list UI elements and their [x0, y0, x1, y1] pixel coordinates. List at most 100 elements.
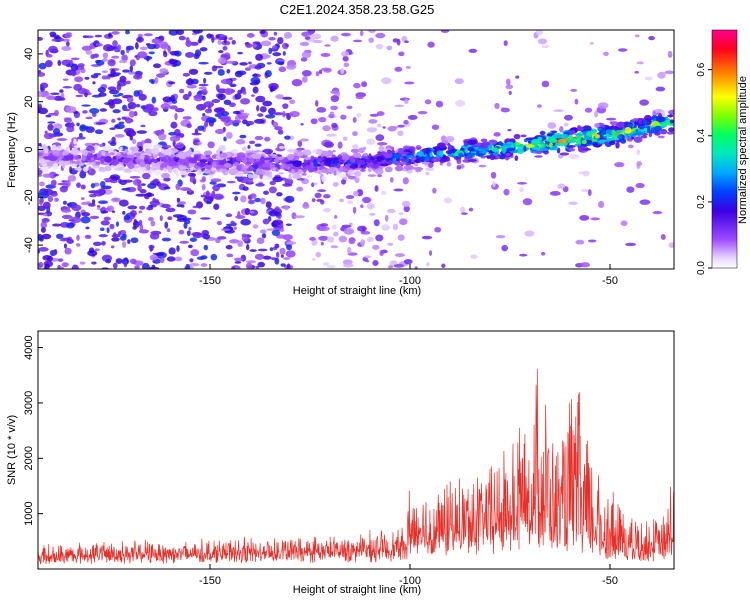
signal-cell [175, 153, 186, 158]
signal-cell [640, 135, 648, 139]
heatmap-cell [159, 215, 163, 222]
heatmap-cell [65, 106, 77, 114]
heatmap-cell [158, 41, 169, 49]
heatmap-cell [278, 66, 287, 73]
signal-cell [411, 149, 415, 157]
signal-cell [262, 174, 268, 181]
heatmap-cell [45, 59, 53, 68]
signal-cell [334, 160, 338, 166]
heatmap-cell [63, 117, 73, 123]
heatmap-cell [146, 55, 150, 62]
heatmap-cell [189, 176, 196, 183]
heatmap-cell [140, 183, 146, 186]
heatmap-cell [259, 229, 267, 234]
heatmap-cell [505, 78, 511, 86]
heatmap-cell [172, 214, 184, 218]
heatmap-cell [99, 108, 108, 112]
heatmap-cell [239, 62, 248, 66]
heatmap-cell [59, 185, 68, 193]
signal-cell [505, 152, 511, 157]
signal-cell [637, 123, 646, 126]
signal-cell [86, 162, 96, 166]
heatmap-cell [176, 245, 180, 252]
heatmap-cell [202, 233, 211, 240]
heatmap-cell [435, 100, 444, 108]
signal-cell [414, 162, 419, 167]
signal-cell [199, 159, 208, 163]
heatmap-cell [505, 84, 514, 90]
heatmap-cell [136, 36, 144, 43]
heatmap-cell [262, 255, 272, 260]
signal-cell [471, 145, 479, 148]
heatmap-cell [225, 244, 233, 250]
heatmap-cell [503, 40, 508, 47]
heatmap-cell [71, 264, 79, 269]
signal-cell [446, 161, 452, 167]
heatmap-cell [311, 239, 318, 246]
heatmap-cell [353, 190, 359, 197]
heatmap-cell [94, 34, 103, 38]
heatmap-cell [392, 223, 399, 231]
heatmap-cell [296, 186, 304, 192]
heatmap-cell [223, 99, 232, 105]
heatmap-cell [254, 118, 265, 124]
heatmap-cell [109, 141, 117, 146]
signal-cell [645, 119, 652, 126]
signal-cell [403, 164, 414, 170]
heatmap-cell [282, 96, 293, 100]
heatmap-cell [440, 30, 450, 33]
heatmap-cell [174, 256, 183, 262]
signal-cell [548, 138, 558, 143]
signal-cell [425, 167, 435, 172]
signal-cell [43, 156, 51, 160]
heatmap-cell [359, 30, 364, 37]
heatmap-cell [251, 43, 258, 48]
heatmap-cell [122, 210, 126, 215]
heatmap-cell [363, 255, 372, 259]
heatmap-cell [135, 42, 139, 50]
heatmap-cell [137, 146, 143, 152]
heatmap-cell [234, 176, 239, 179]
heatmap-cell [328, 113, 335, 119]
heatmap-cell [320, 223, 329, 227]
heatmap-cell [587, 189, 592, 197]
signal-cell [607, 138, 614, 141]
heatmap-cell [53, 250, 58, 255]
heatmap-cell [101, 70, 108, 74]
signal-cell [123, 168, 133, 173]
heatmap-cell [568, 154, 580, 159]
heatmap-cell [133, 90, 140, 97]
heatmap-cell [265, 69, 272, 78]
heatmap-cell [284, 135, 291, 140]
heatmap-cell [215, 84, 220, 92]
heatmap-cell [138, 93, 147, 101]
heatmap-cell [96, 205, 101, 208]
signal-cell [129, 146, 140, 152]
heatmap-cell [403, 258, 413, 265]
heatmap-cell [639, 199, 651, 205]
heatmap-cell [275, 234, 286, 239]
heatmap-cell [194, 49, 202, 57]
heatmap-cell [375, 43, 384, 50]
heatmap-cell [266, 228, 276, 231]
y-tick-label: 4000 [23, 335, 35, 359]
heatmap-cell [389, 176, 394, 183]
signal-cell [57, 145, 61, 149]
heatmap-cell [244, 67, 252, 71]
heatmap-cell [644, 76, 653, 81]
signal-cell [646, 125, 651, 132]
heatmap-cell [75, 94, 84, 98]
heatmap-cell [322, 125, 331, 132]
heatmap-cell [379, 249, 384, 257]
heatmap-cell [570, 88, 578, 92]
heatmap-cell [167, 216, 173, 221]
heatmap-cell [330, 105, 338, 111]
heatmap-cell [42, 255, 52, 261]
heatmap-cell [260, 197, 266, 205]
heatmap-cell [346, 246, 352, 255]
heatmap-cell [259, 30, 266, 35]
signal-cell [100, 157, 105, 164]
heatmap-cell [235, 139, 246, 145]
heatmap-cell [191, 132, 202, 136]
heatmap-cell [310, 118, 318, 125]
